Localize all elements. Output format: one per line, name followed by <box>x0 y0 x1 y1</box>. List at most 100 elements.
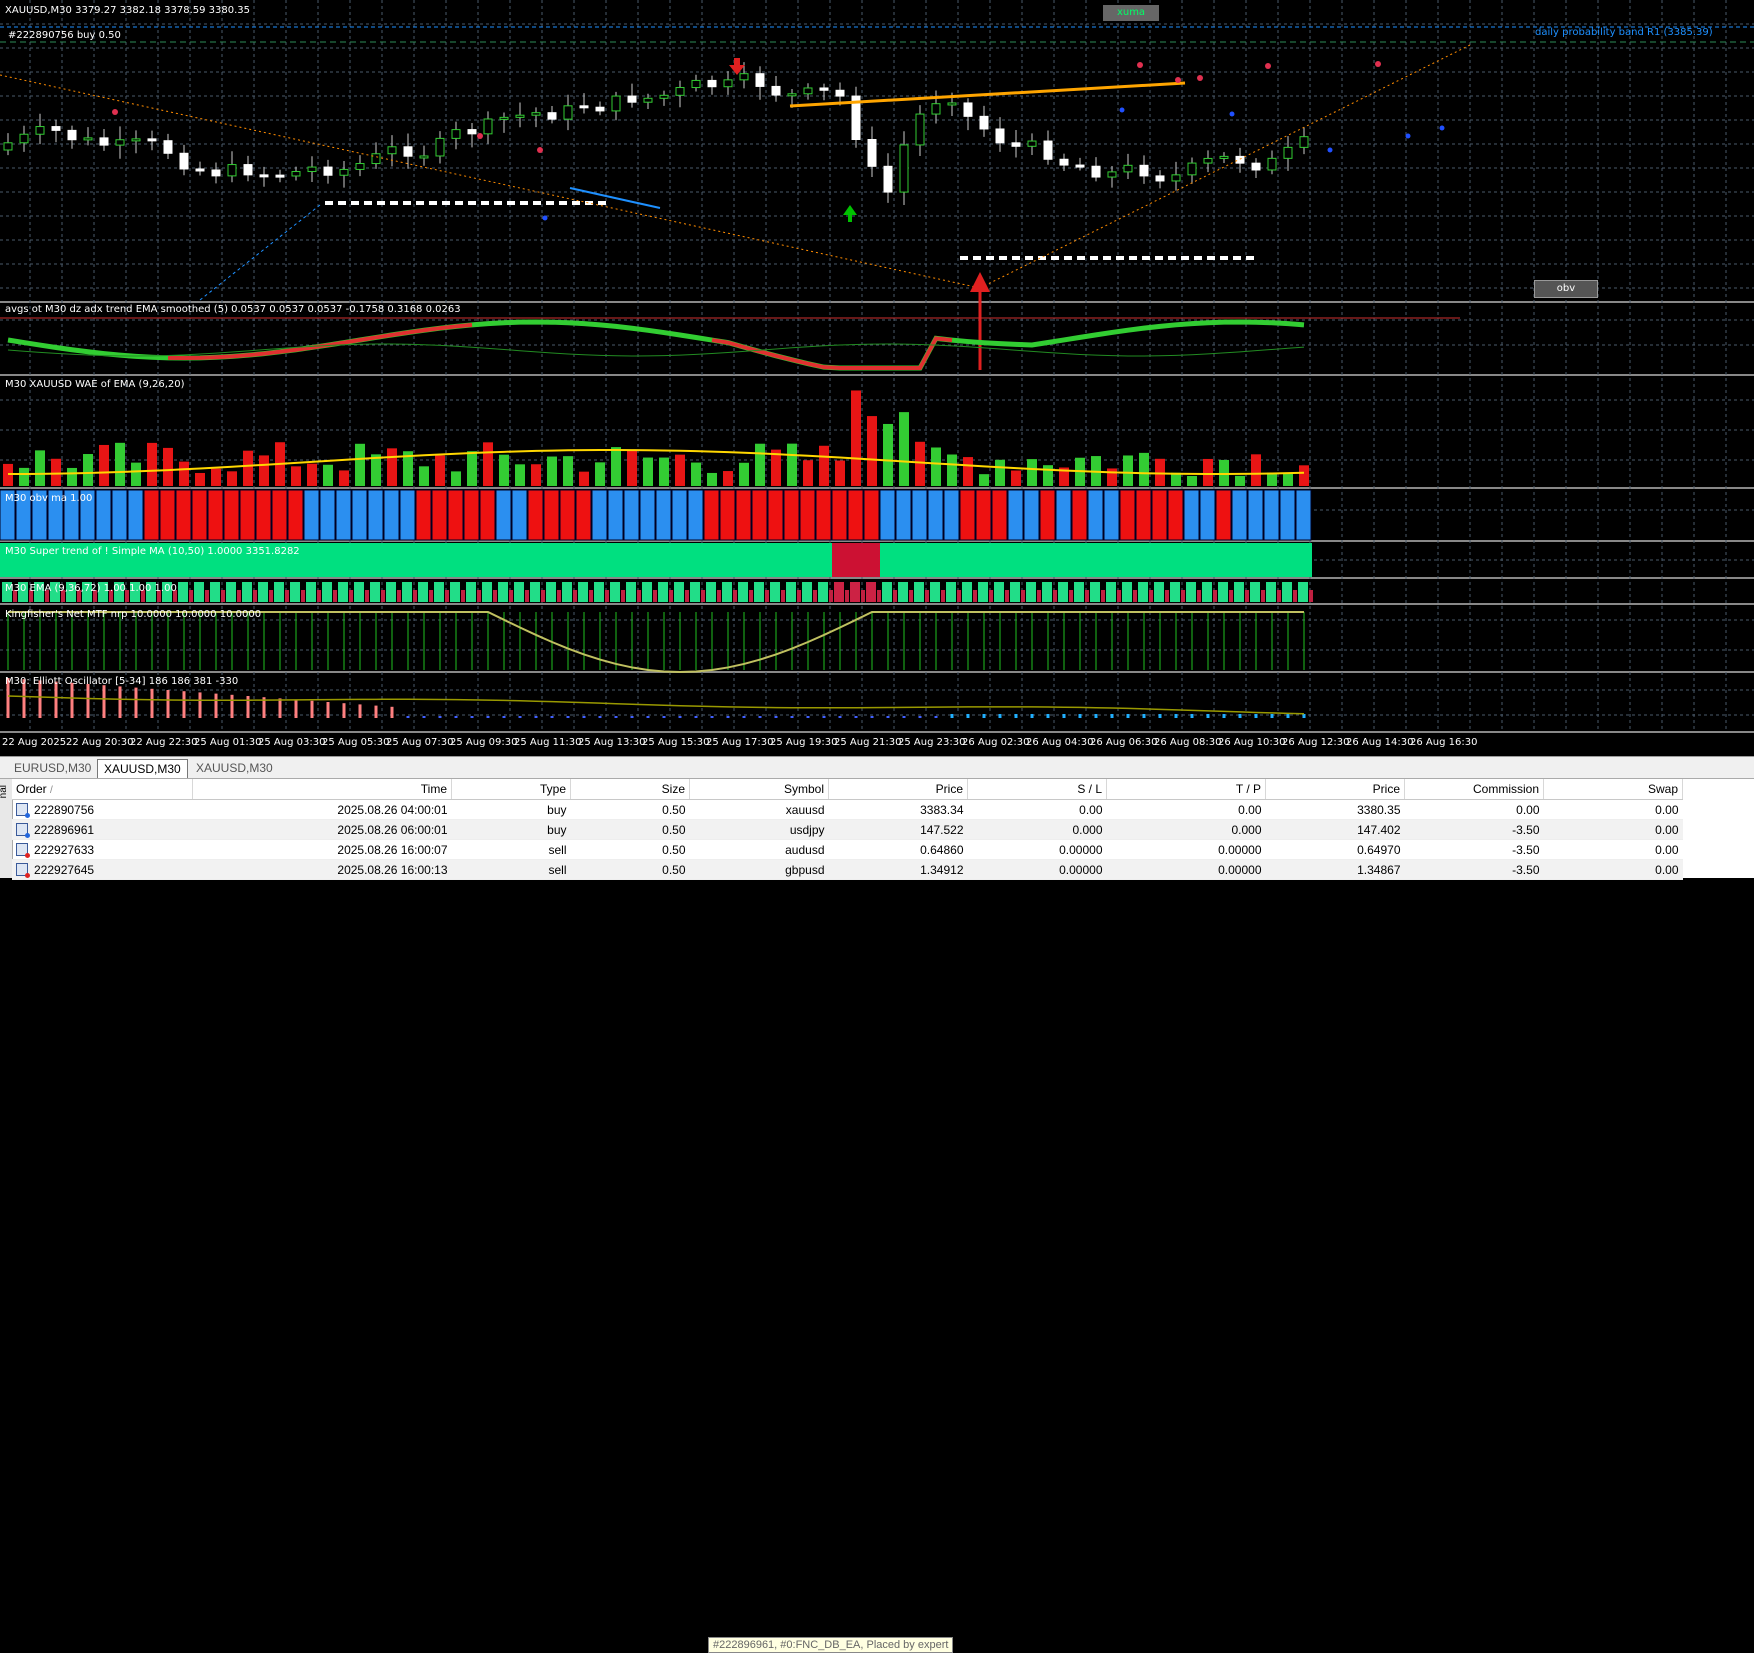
ema-block <box>226 582 236 602</box>
obv-block <box>959 489 976 541</box>
table-row[interactable]: 222896961 2025.08.26 06:00:01 buy 0.50 usdjp… <box>12 819 1683 840</box>
col-time[interactable]: Time <box>192 779 452 800</box>
supertrend-block <box>896 543 912 577</box>
candle-body <box>1155 175 1165 182</box>
col-cur-price[interactable]: Price <box>1265 779 1405 800</box>
obv-block <box>159 489 176 541</box>
obv-block <box>175 489 192 541</box>
ema-block <box>669 590 673 602</box>
ema-block <box>738 582 748 602</box>
obv-block <box>191 489 208 541</box>
supertrend-block <box>240 543 256 577</box>
col-order[interactable]: Order / <box>12 779 193 800</box>
col-symbol[interactable]: Symbol <box>689 779 829 800</box>
candle-body <box>963 102 973 117</box>
ema-block <box>1261 590 1265 602</box>
supertrend-block <box>1296 543 1312 577</box>
ema-block <box>493 590 497 602</box>
obv-button[interactable]: obv <box>1534 280 1598 298</box>
candle-body <box>515 114 525 118</box>
ema-block <box>989 590 993 602</box>
col-type[interactable]: Type <box>451 779 571 800</box>
signal-dot <box>1119 107 1125 113</box>
ema-block <box>722 582 732 602</box>
tab-eurusd-m30[interactable]: EURUSD,M30 <box>14 761 92 775</box>
cell-order: 222927633 <box>12 839 193 860</box>
obv-block <box>207 489 224 541</box>
candle-body <box>1043 140 1053 160</box>
wae-bar <box>3 463 13 486</box>
col-size[interactable]: Size <box>570 779 690 800</box>
col-tp[interactable]: T / P <box>1106 779 1266 800</box>
supertrend-block <box>1152 543 1168 577</box>
obv-block <box>1087 489 1104 541</box>
candle-body <box>1251 162 1261 171</box>
ema-block <box>850 582 860 602</box>
supertrend-block <box>336 543 352 577</box>
supertrend-block <box>144 543 160 577</box>
col-commission[interactable]: Commission <box>1404 779 1544 800</box>
supertrend-block <box>352 543 368 577</box>
indicator-label-supertrend: M30 Super trend of ! Simple MA (10,50) 1… <box>5 546 300 557</box>
ema-block <box>562 582 572 602</box>
cell-sl: 0.00 <box>967 799 1107 820</box>
obv-block <box>1295 489 1312 541</box>
supertrend-block <box>448 543 464 577</box>
ema-block <box>333 590 337 602</box>
supertrend-block <box>464 543 480 577</box>
supertrend-block <box>720 543 736 577</box>
candle-body <box>1171 174 1181 182</box>
wae-bar <box>595 462 605 486</box>
indicator-label-obv: M30 obv ma 1.00 <box>5 493 93 504</box>
ema-block <box>189 590 193 602</box>
obv-block <box>319 489 336 541</box>
ema-block <box>861 590 865 602</box>
candle-body <box>915 113 925 146</box>
time-axis-label: 25 Aug 07:30 <box>386 737 454 748</box>
obv-block <box>767 489 784 541</box>
obv-block <box>1167 489 1184 541</box>
obv-block <box>527 489 544 541</box>
supertrend-block <box>672 543 688 577</box>
candle-body <box>611 95 621 112</box>
candle-body <box>147 138 157 142</box>
tab-xauusd-m30[interactable]: XAUUSD,M30 <box>196 761 273 775</box>
cell-type: buy <box>451 799 571 820</box>
cell-size: 0.50 <box>570 859 690 880</box>
ema-block <box>749 590 753 602</box>
ema-block <box>690 582 700 602</box>
supertrend-block <box>0 543 16 577</box>
table-row[interactable]: 222890756 2025.08.26 04:00:01 buy 0.50 xauus… <box>12 799 1683 820</box>
ema-block <box>514 582 524 602</box>
supertrend-block <box>784 543 800 577</box>
time-axis-label: 25 Aug 17:30 <box>706 737 774 748</box>
obv-block <box>0 489 16 541</box>
supertrend-block <box>736 543 752 577</box>
tab-xauusd-m30-active[interactable]: XAUUSD,M30 <box>97 759 188 778</box>
price-chart[interactable] <box>0 0 1754 752</box>
ema-block <box>285 590 289 602</box>
obv-block <box>831 489 848 541</box>
wae-bar <box>803 460 813 486</box>
xuma-button[interactable]: xuma <box>1103 5 1159 21</box>
candle-body <box>35 126 45 135</box>
ema-block <box>1101 590 1105 602</box>
supertrend-block <box>304 543 320 577</box>
ema-block <box>770 582 780 602</box>
ema-block <box>637 590 641 602</box>
wae-bar <box>307 463 317 486</box>
col-price[interactable]: Price <box>828 779 968 800</box>
wae-bar <box>227 471 237 486</box>
wae-bar <box>1011 470 1021 486</box>
obv-block <box>783 489 800 541</box>
time-axis-label: 22 Aug 20:30 <box>66 737 134 748</box>
table-row[interactable]: 222927633 2025.08.26 16:00:07 sell 0.50 audu… <box>12 839 1683 860</box>
wae-bar <box>515 464 525 486</box>
col-swap[interactable]: Swap <box>1543 779 1683 800</box>
ema-block <box>653 590 657 602</box>
chart-area[interactable]: XAUUSD,M30 3379.27 3382.18 3378.59 3380.… <box>0 0 1754 752</box>
candle-body <box>723 79 733 88</box>
col-sl[interactable]: S / L <box>967 779 1107 800</box>
obv-block <box>127 489 144 541</box>
wae-bar <box>35 450 45 486</box>
